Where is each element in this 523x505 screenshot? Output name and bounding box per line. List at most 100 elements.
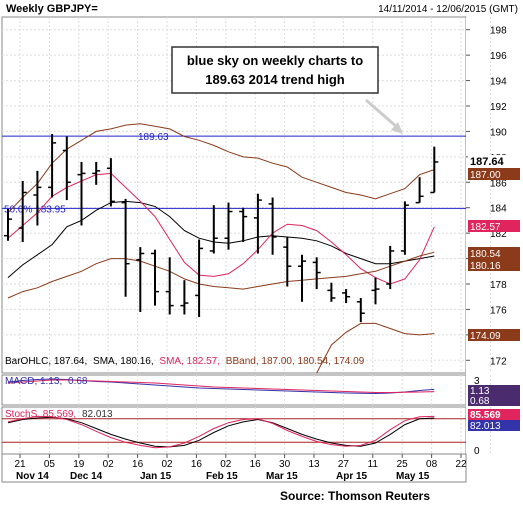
stoch-line-0: [7, 416, 435, 448]
ohlc-bar: [33, 170, 42, 226]
stoch-legend-d: 82.013: [82, 409, 113, 420]
ohlc-bar: [180, 280, 189, 315]
time-axis: 21 05 19 02 16 02 16 02 16 30 13 27 11 25 08 22 Nov 14 De…: [1, 453, 467, 483]
x-tick-label: 16: [132, 459, 144, 470]
time-axis-background: [1, 453, 467, 483]
series-line-3: [7, 251, 435, 299]
x-tick-label: 13: [308, 459, 320, 470]
main-legend: BarOHLC, 187.64, SMA, 180.16, SMA, 182.5…: [5, 356, 365, 367]
price-label-bg: [468, 247, 520, 259]
macd-legend-signal: 0.68: [68, 376, 88, 387]
macd-price-label-bg: [468, 395, 520, 406]
y-tick-label: 186: [490, 178, 507, 189]
x-tick-label: 08: [426, 459, 438, 470]
x-tick-label: 16: [250, 459, 262, 470]
macd-price-label-bg: [468, 385, 520, 396]
x-tick-label: 21: [14, 459, 26, 470]
reference-line-label: 189.63: [138, 132, 169, 143]
legend-sma-pink: SMA, 182.57,: [159, 356, 220, 367]
x-tick-label: 25: [397, 459, 409, 470]
x-month-label: Mar 15: [266, 471, 298, 482]
price-label-bg: [468, 155, 520, 167]
price-label: 174.09: [470, 331, 501, 342]
ohlc-bar: [18, 181, 27, 243]
ohlc-bars: [4, 133, 439, 323]
y-tick-label: 192: [490, 102, 507, 113]
ohlc-bar: [415, 177, 424, 204]
annotation-line-2: 189.63 2014 trend high: [205, 72, 345, 87]
macd-price-label: 1.13: [470, 386, 490, 397]
price-label: 180.16: [470, 261, 501, 272]
x-month-label: Feb 15: [206, 471, 238, 482]
x-tick-label: 11: [368, 459, 379, 470]
ohlc-bar: [298, 254, 306, 302]
x-tick-label: 16: [191, 459, 203, 470]
series-line-2: [7, 123, 435, 214]
ohlc-bar: [268, 197, 277, 255]
stoch-price-label-bg: [468, 420, 520, 431]
x-month-label: Nov 14: [16, 471, 49, 482]
reference-lines: 189.63 50.0% 183.95: [2, 132, 466, 215]
ohlc-bar: [48, 133, 57, 198]
y-tick-label: 184: [490, 204, 507, 215]
annotation-arrow-head: [391, 122, 403, 134]
y-tick-label: 182: [490, 229, 507, 240]
macd-line-1: [7, 379, 435, 393]
stoch-line-1: [7, 415, 435, 449]
ohlc-bar: [165, 257, 174, 315]
ohlc-bar: [195, 239, 204, 318]
x-tick-label: 22: [455, 459, 467, 470]
y-tick-label: 176: [490, 305, 507, 316]
ohlc-bar: [136, 247, 145, 312]
y-tick-label: 190: [490, 127, 507, 138]
x-tick-label: 19: [73, 459, 85, 470]
x-tick-label: 27: [338, 459, 350, 470]
price-label: 187.64: [470, 156, 505, 168]
ohlc-bar: [327, 282, 336, 302]
legend-bar-ohlc: BarOHLC, 187.64,: [5, 356, 87, 367]
series-line-4: [316, 322, 435, 374]
macd-price-label: 0.68: [470, 396, 490, 407]
macd-tick-label: 3: [474, 376, 480, 387]
price-label-bg: [468, 329, 520, 341]
macd-legend-main: MACD, 1.13,: [5, 376, 62, 387]
chart-symbol-title: Weekly GBPJPY=: [6, 3, 98, 15]
stoch-legend-k: StochS, 85.569,: [5, 409, 76, 420]
y-tick-label: 196: [490, 51, 507, 62]
reference-line-label: 50.0% 183.95: [4, 204, 66, 215]
ohlc-bar: [121, 198, 130, 297]
x-tick-label: 02: [103, 459, 115, 470]
ohlc-bar: [400, 201, 409, 255]
ohlc-bar: [4, 208, 12, 241]
ohlc-bar: [209, 205, 218, 254]
ohlc-bar: [386, 245, 395, 290]
legend-bband: BBand, 187.00, 180.54, 174.09: [226, 356, 365, 367]
source-credit: Source: Thomson Reuters: [280, 489, 431, 503]
annotation-line-1: blue sky on weekly charts to: [187, 53, 363, 68]
right-axis-background: [466, 17, 523, 454]
ohlc-bar: [151, 249, 159, 306]
annotation-arrow-shaft: [365, 98, 399, 130]
y-tick-label: 172: [490, 356, 507, 367]
stoch-price-label: 85.569: [470, 410, 501, 421]
price-label: 180.54: [470, 249, 501, 260]
ohlc-bar: [430, 146, 439, 194]
y-tick-label: 178: [490, 280, 507, 291]
price-label-bg: [468, 259, 520, 271]
chart-date-range: 14/11/2014 - 12/06/2015 (GMT): [378, 4, 518, 15]
ohlc-bar: [253, 193, 262, 254]
ohlc-bar: [92, 161, 101, 185]
ohlc-bar: [106, 158, 115, 207]
legend-sma-black: SMA, 180.16,: [93, 356, 154, 367]
price-label-bg: [468, 220, 520, 232]
macd-legend: MACD, 1.13, 0.68: [5, 376, 88, 387]
ohlc-bar: [312, 257, 321, 290]
ohlc-bar: [77, 161, 86, 226]
price-label: 182.57: [470, 222, 501, 233]
price-label: 187.00: [470, 170, 501, 181]
price-label-bg: [468, 168, 520, 180]
stoch-tick-label: 0: [474, 446, 480, 457]
stoch-price-label-bg: [468, 409, 520, 420]
x-month-label: May 15: [396, 471, 430, 482]
